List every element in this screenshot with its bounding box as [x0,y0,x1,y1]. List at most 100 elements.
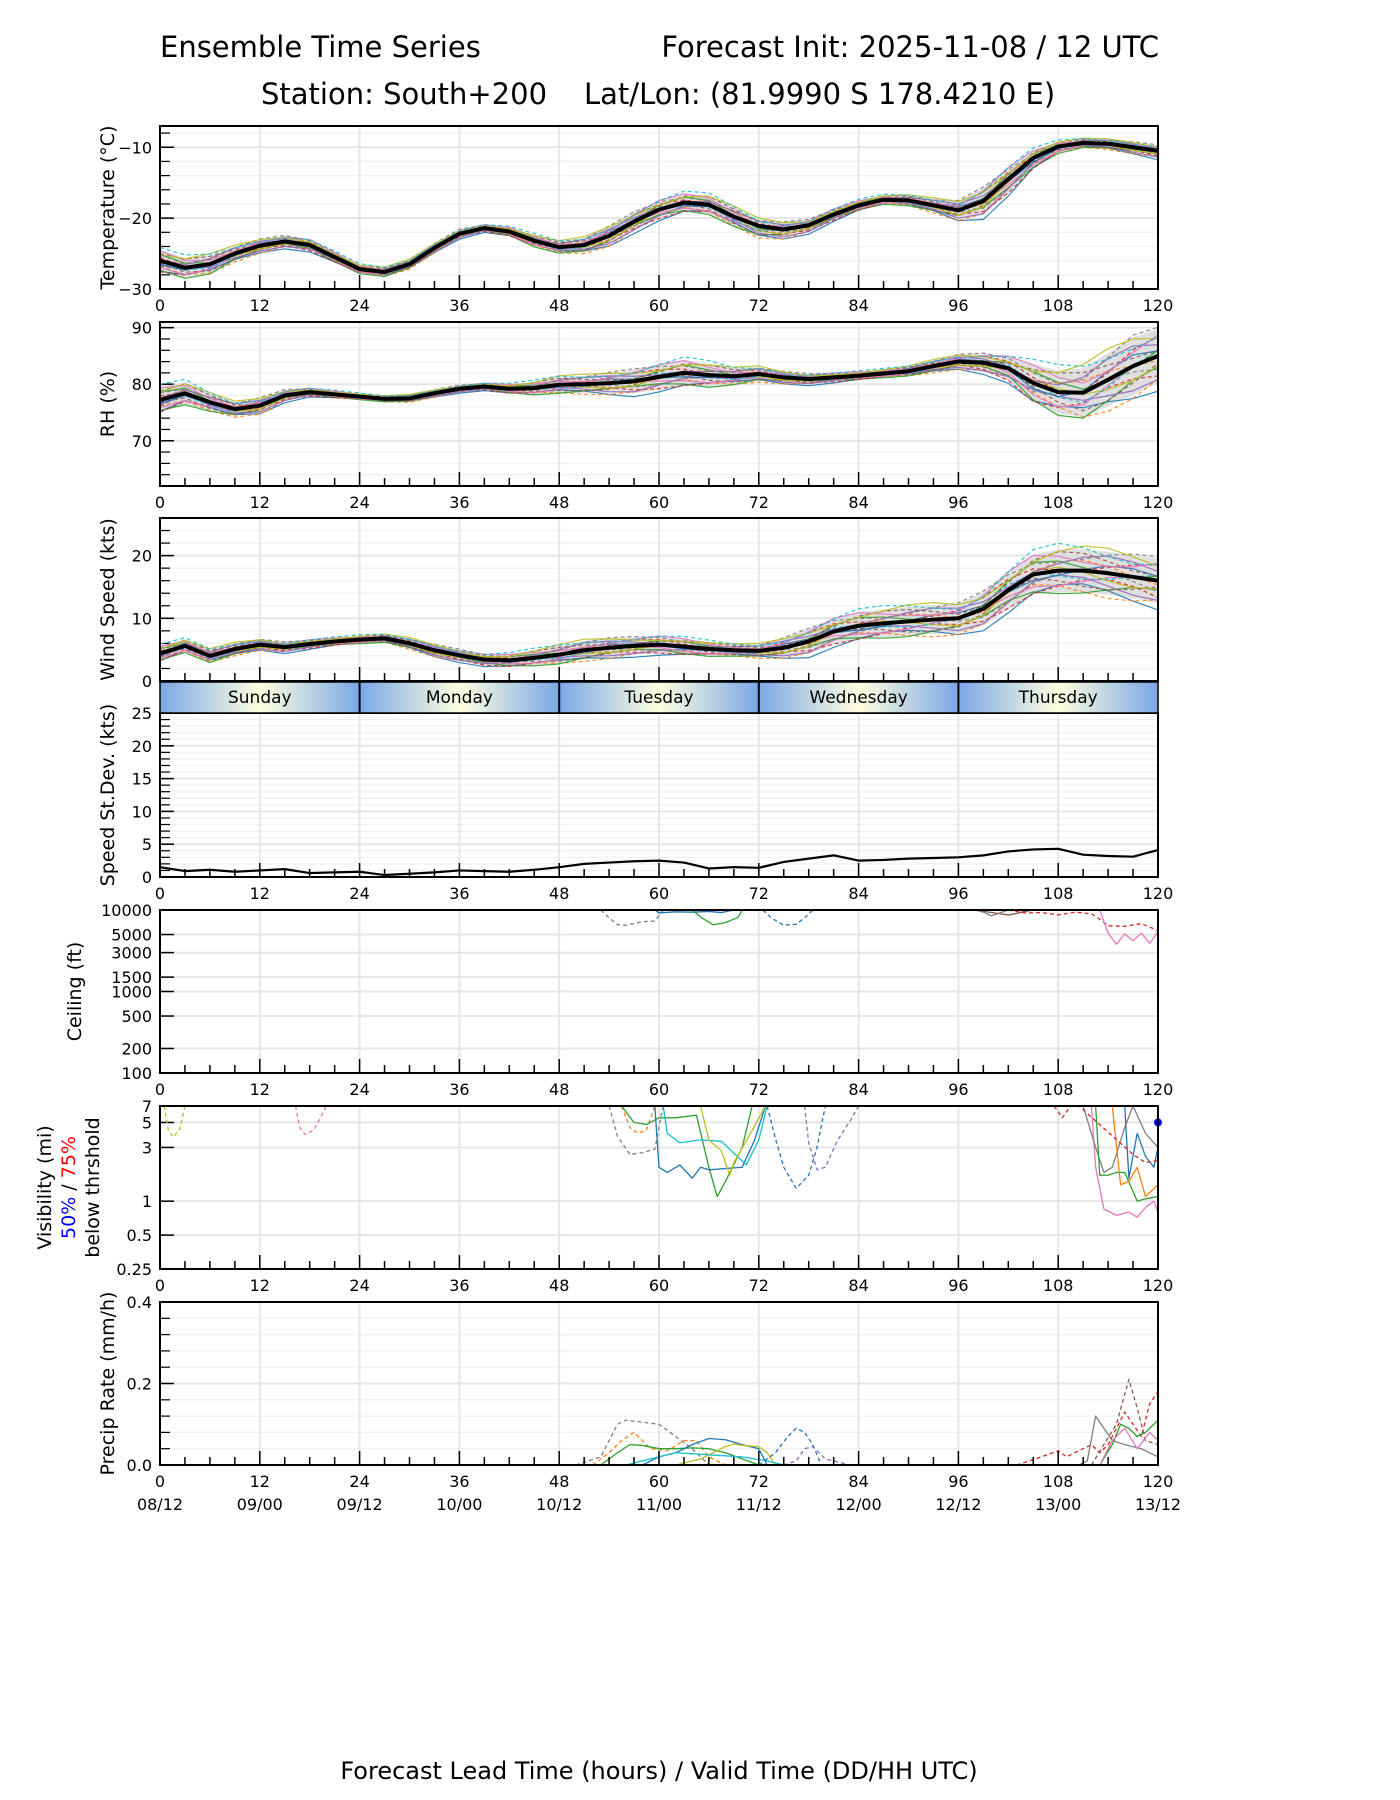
member-line [1124,1105,1159,1179]
y-tick-label: 70 [132,432,152,451]
x-tick-label: 108 [1043,884,1074,903]
x-tick-label: 48 [549,296,569,315]
y-tick-label: 20 [132,737,152,756]
y-tick-label: 10 [132,609,152,628]
y-tick-label: 10 [132,802,152,821]
x-tick-label: 12 [250,1276,270,1295]
x-tick-label: 24 [349,1472,369,1491]
y-tick-label: 0.4 [127,1293,152,1312]
member-line [1082,1105,1159,1174]
x-tick-label: 0 [155,1276,165,1295]
x-tick-label: 120 [1143,1080,1174,1099]
x-tick-label: 48 [549,1472,569,1491]
valid-time-label: 13/12 [1135,1495,1181,1514]
x-tick-label: 84 [848,1276,868,1295]
y-axis-title: Precip Rate (mm/h) [97,1292,119,1476]
x-tick-label: 96 [948,1080,968,1099]
y-tick-label: 3 [142,1138,152,1157]
x-tick-label: 24 [349,296,369,315]
day-label: Thursday [1018,688,1098,708]
x-tick-label: 120 [1143,884,1174,903]
x-tick-label: 60 [649,493,669,512]
member-line [608,1105,664,1156]
x-tick-label: 36 [449,493,469,512]
x-tick-label: 12 [250,296,270,315]
x-tick-label: 96 [948,296,968,315]
member-line [1008,909,1159,932]
x-tick-label: 108 [1043,1276,1074,1295]
y-tick-label: 100 [121,1064,152,1083]
y-axis-title: Temperature (°C) [97,126,119,291]
y-tick-label: 0 [142,868,152,887]
mean-line [159,141,1159,274]
x-tick-label: 48 [549,1276,569,1295]
panel-rh: 70 80 90 0 12 24 36 48 60 72 84 96 108 120 RH (%) [97,319,1173,512]
x-tick-label: 12 [250,884,270,903]
y-tick-label: −20 [118,209,152,228]
day-strip-frame [159,681,1159,714]
day-label: Tuesday [623,688,693,708]
y-axis-title: Visibility (mi) [34,1125,56,1249]
x-tick-label: 12 [250,1472,270,1491]
member-line [620,1105,656,1135]
pct50-label: 50% [58,1197,80,1239]
day-label: Monday [426,688,493,708]
y-tick-label: −10 [118,138,152,157]
y-tick-label: 7 [142,1097,152,1116]
y-axis-subtitle: 50% / 75% [58,1136,80,1239]
y-axis-title: Ceiling (ft) [64,942,86,1042]
member-line [1099,1427,1159,1466]
member-line [654,1105,767,1179]
member-line [159,145,1159,276]
day-cell [559,682,759,713]
y-tick-label: 0.2 [127,1375,152,1394]
mean-line [159,354,1159,412]
y-tick-label: 0.0 [127,1456,152,1475]
member-line [803,1105,860,1171]
x-tick-label: 24 [349,884,369,903]
x-tick-label: 36 [449,1080,469,1099]
x-tick-label: 72 [749,1080,769,1099]
x-tick-label: 108 [1043,1080,1074,1099]
x-tick-label: 96 [948,1472,968,1491]
y-tick-label: 20 [132,547,152,566]
y-tick-label: 1500 [111,968,152,987]
member-line [159,137,1159,268]
day-cell [160,682,360,713]
valid-time-label: 10/00 [436,1495,482,1514]
x-tick-label: 72 [749,884,769,903]
x-tick-label: 96 [948,1276,968,1295]
x-tick-label: 36 [449,884,469,903]
member-line [159,336,1159,405]
x-tick-label: 24 [349,1276,369,1295]
panel-precip_rate: 0.0 0.2 0.4 0 08/12 12 09/00 24 09/12 36 10/00 48 10… [97,1292,1181,1514]
valid-time-label: 13/00 [1035,1495,1081,1514]
y-tick-label: −30 [118,280,152,299]
y-axis-title: RH (%) [97,371,119,437]
y-tick-label: 0 [142,672,152,691]
member-line [654,909,734,914]
x-tick-label: 36 [449,1472,469,1491]
x-tick-label: 60 [649,884,669,903]
x-tick-label: 120 [1143,1276,1174,1295]
x-tick-label: 60 [649,296,669,315]
x-tick-label: 48 [549,1080,569,1099]
x-tick-label: 108 [1043,1472,1074,1491]
y-tick-label: 200 [121,1039,152,1058]
title-left: Ensemble Time Series [160,30,481,64]
x-tick-label: 72 [749,1276,769,1295]
day-cell [758,682,959,713]
x-tick-label: 12 [250,1080,270,1099]
x-tick-label: 0 [155,884,165,903]
member-line [1090,1378,1159,1466]
panel-visibility: 0.25 0.5 1 3 57 0 12 24 36 48 60 72 84 96 108 120 Visibi… [34,1097,1173,1295]
member-line [699,1105,767,1176]
member-line [1053,1105,1159,1164]
x-tick-label: 84 [848,493,868,512]
x-tick-label: 96 [948,493,968,512]
x-tick-label: 0 [155,493,165,512]
x-tick-label: 108 [1043,493,1074,512]
member-line [1078,1415,1159,1466]
pct75-label: 75% [58,1136,80,1178]
member-line [1111,1105,1159,1198]
